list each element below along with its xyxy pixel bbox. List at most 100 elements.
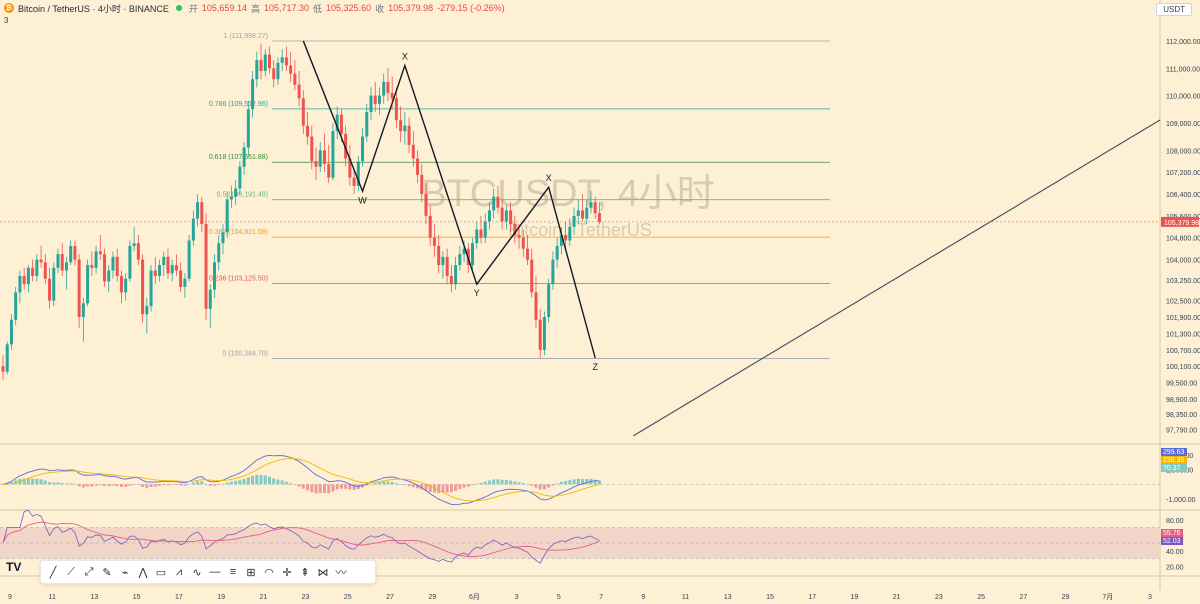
macd-histogram-bar [90, 484, 94, 487]
low-label: 低 [313, 3, 323, 14]
macd-histogram-bar [564, 480, 568, 485]
macd-histogram-bar [234, 480, 238, 485]
price-tick: 111,000.00 [1166, 66, 1200, 73]
macd-histogram-bar [43, 480, 47, 485]
candle-body [322, 150, 326, 164]
candle-body [581, 210, 585, 219]
macd-histogram-bar [149, 484, 153, 487]
macd-histogram-bar [162, 484, 166, 486]
candle-body [221, 232, 225, 244]
arc-icon[interactable]: ◠ [264, 566, 274, 579]
projection-icon[interactable]: ⇞ [300, 566, 310, 579]
symbol-title[interactable]: Bitcoin / TetherUS · 4小时 · BINANCE [18, 3, 169, 14]
candle-body [64, 262, 68, 271]
macd-histogram-bar [301, 484, 305, 489]
fib-icon[interactable]: ≡ [229, 566, 237, 578]
time-tick: 9 [641, 594, 645, 601]
macd-histogram-bar [136, 484, 140, 485]
time-tick: 13 [724, 594, 732, 601]
candle-body [424, 194, 428, 216]
macd-histogram-bar [132, 484, 136, 485]
trendline-segment[interactable] [632, 119, 1161, 437]
xabcd-icon[interactable]: ⋈ [317, 566, 329, 579]
macd-histogram-bar [179, 484, 183, 486]
price-tick: 104,000.00 [1166, 258, 1200, 265]
crosshair-icon[interactable]: ✛ [282, 566, 292, 579]
macd-histogram-bar [487, 480, 491, 485]
path-icon[interactable]: ⌁ [121, 566, 129, 579]
indicator-count[interactable]: 3 [4, 16, 9, 25]
trendline[interactable] [632, 119, 1161, 437]
pattern-path[interactable] [302, 40, 596, 359]
time-tick: 11 [682, 594, 689, 601]
price-axis[interactable]: 112,000.00 111,000.00 110,000.00 109,000.00… [0, 39, 1200, 434]
currency-selector[interactable]: USDT [1156, 3, 1192, 16]
candle-body [348, 158, 352, 178]
gann-icon[interactable]: ⊞ [246, 566, 256, 579]
candle-body [229, 196, 233, 200]
candle-body [234, 188, 238, 197]
tradingview-logo-icon[interactable]: TV [6, 560, 22, 574]
rectangle-icon[interactable]: ▭ [155, 566, 167, 579]
candle-body [115, 256, 119, 276]
time-axis[interactable]: 9 11 13 15 17 19 21 23 25 27 29 6月 3 5 7 9 11 13 15 17 19 21 2… [8, 593, 1152, 601]
macd-histogram-bar [259, 475, 263, 485]
candle-body [339, 114, 343, 134]
macd-histogram-bar [48, 482, 52, 485]
candle-body [238, 166, 242, 189]
candle-body [585, 207, 589, 219]
horizontal-line-icon[interactable]: — [209, 566, 221, 578]
candle-body [504, 210, 508, 222]
macd-histogram-bar [217, 484, 221, 485]
extended-line-icon[interactable]: ⤢ [84, 565, 94, 578]
zigzag-icon[interactable]: ⋀ [138, 566, 148, 579]
macd-histogram-bar [377, 482, 381, 485]
candle-body [103, 254, 107, 282]
macd-histogram-bar [289, 483, 293, 485]
candle-body [403, 125, 407, 132]
brush-icon[interactable]: ✎ [102, 566, 112, 579]
pattern-point-label: W [358, 195, 367, 205]
candle-body [81, 303, 85, 317]
fib-level-label: 0.618 (107,561.88) [209, 154, 268, 161]
time-tick: 9 [8, 594, 12, 601]
wave-icon[interactable]: ∿ [192, 566, 202, 579]
open-label: 开 [188, 3, 198, 14]
candle-body [555, 245, 559, 260]
candle-body [136, 243, 140, 260]
time-tick: 25 [344, 594, 352, 601]
candle-body [5, 344, 9, 372]
line-tool-icon[interactable]: ╱ [49, 566, 57, 579]
candle-body [48, 278, 52, 301]
candle-body [487, 210, 491, 222]
pattern-icon[interactable]: ⩘ [175, 565, 183, 578]
candle-body [542, 317, 546, 350]
wxyxz-pattern[interactable]: W X Y X Z [302, 40, 598, 372]
macd-histogram-bar [26, 478, 30, 485]
ray-tool-icon[interactable]: ⟋ [67, 565, 75, 578]
macd-histogram-bar [52, 482, 56, 485]
fibonacci-retracement[interactable]: 1 (111,998.27) 0.786 (109,512.96) 0.618 (1… [209, 33, 830, 359]
candle-body [377, 95, 381, 104]
elliott-icon[interactable]: 〰 [335, 567, 347, 579]
candle-body [200, 202, 204, 225]
candle-body [107, 270, 111, 282]
macd-histogram-bar [547, 484, 551, 488]
candle-body [382, 81, 386, 96]
candle-body [98, 251, 102, 255]
candle-body [306, 125, 310, 137]
macd-histogram-bar [229, 481, 233, 485]
candle-body [500, 207, 504, 222]
last-price-badge [1161, 216, 1199, 227]
macd-histogram-bar [174, 484, 178, 485]
macd-histogram-bar [272, 478, 276, 485]
macd-histogram-bar [509, 480, 513, 485]
watermark: BTCUSDT, 4小时 Bitcoin / TetherUS [421, 173, 714, 240]
macd-histogram-bar [454, 484, 458, 491]
candle-body [445, 256, 449, 276]
candle-body [411, 144, 415, 159]
pattern-point-label: X [546, 173, 552, 183]
time-tick: 3 [1148, 594, 1152, 601]
candle-body [246, 109, 250, 148]
